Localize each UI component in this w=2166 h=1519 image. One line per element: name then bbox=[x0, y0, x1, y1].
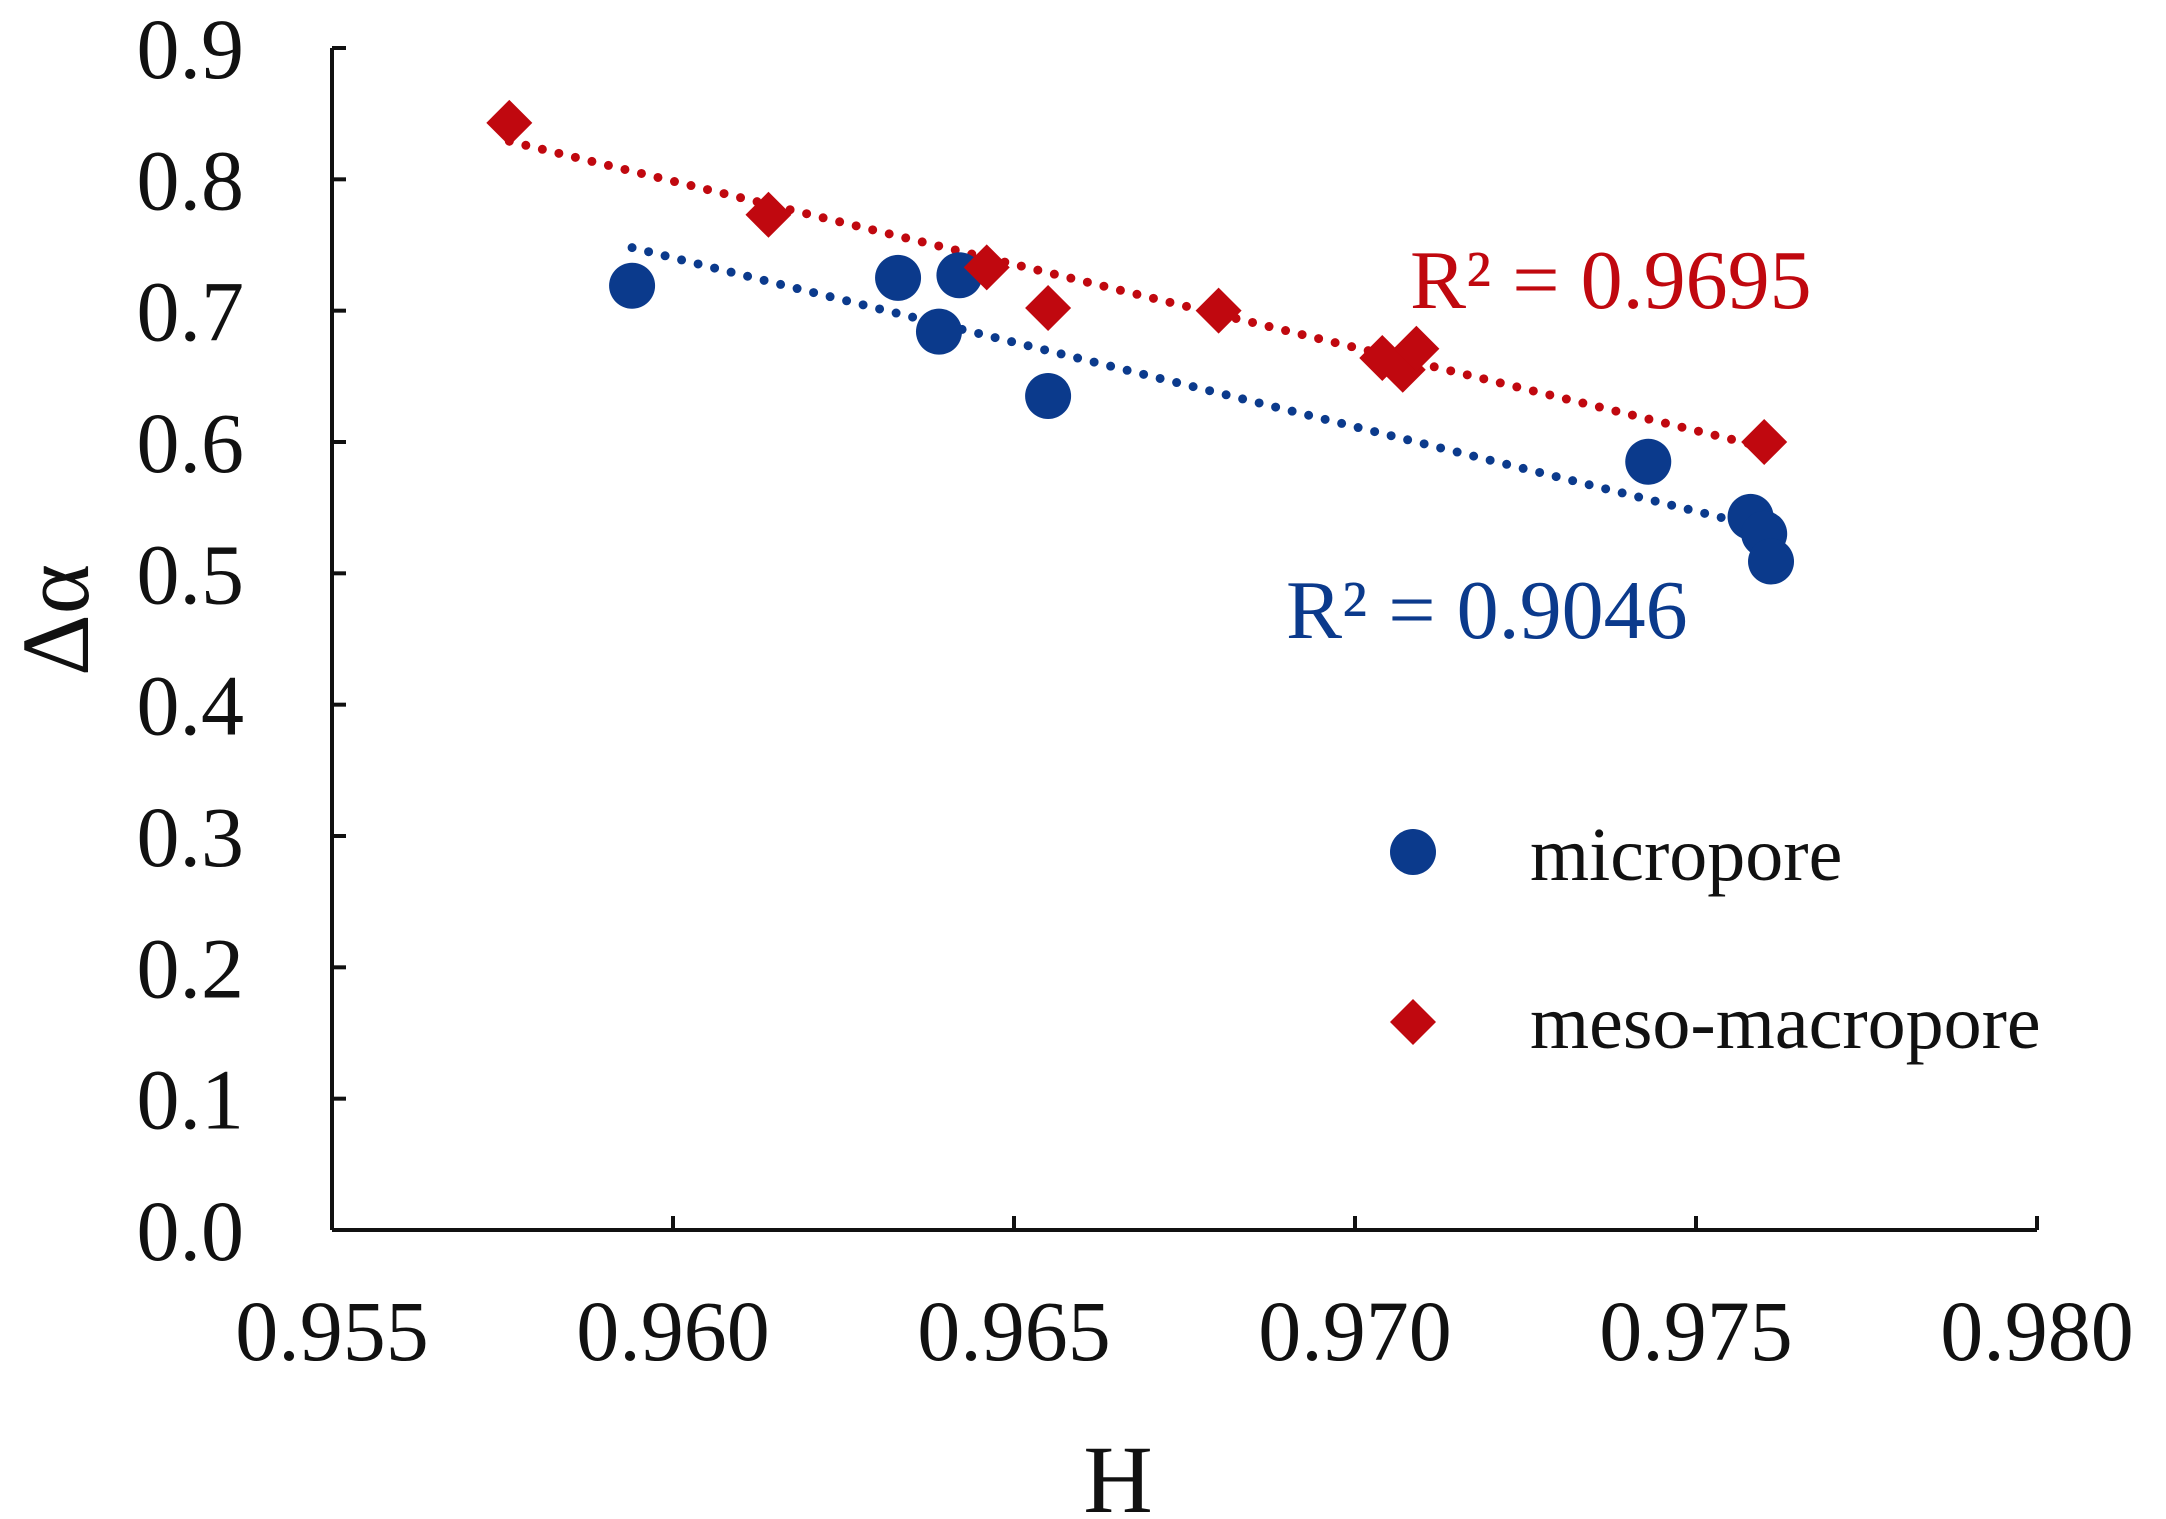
trendline-micropore bbox=[627, 243, 1756, 530]
data-points bbox=[486, 99, 1795, 585]
point-micropore bbox=[1625, 438, 1672, 485]
r2-label-meso-macropore: R² = 0.9695 bbox=[1410, 234, 1812, 327]
trendlines bbox=[504, 136, 1769, 530]
y-tick-label: 0.0 bbox=[137, 1183, 245, 1279]
axes bbox=[330, 48, 2037, 1232]
x-tick-label: 0.955 bbox=[235, 1283, 429, 1379]
y-tick-label: 0.3 bbox=[137, 789, 245, 885]
point-micropore bbox=[1748, 538, 1795, 585]
y-tick-label: 0.6 bbox=[137, 395, 245, 491]
y-tick-label: 0.4 bbox=[137, 658, 245, 754]
x-axis-title: H bbox=[1083, 1426, 1152, 1519]
point-meso-macropore bbox=[1195, 287, 1242, 334]
legend-label-micropore: micropore bbox=[1530, 813, 1842, 897]
y-axis-title: Δα bbox=[2, 564, 109, 676]
legend-label-meso-macropore: meso-macropore bbox=[1530, 981, 2041, 1065]
y-tick-label: 0.2 bbox=[137, 920, 245, 1016]
point-micropore bbox=[609, 262, 656, 309]
point-meso-macropore bbox=[1025, 285, 1072, 332]
point-meso-macropore bbox=[963, 244, 1010, 291]
y-tick-label: 0.8 bbox=[137, 132, 245, 228]
y-tick-label: 0.9 bbox=[137, 1, 245, 97]
legend-marker-micropore bbox=[1390, 829, 1436, 875]
x-tick-label: 0.965 bbox=[917, 1283, 1111, 1379]
legend: micropore meso-macropore bbox=[1390, 813, 2041, 1065]
x-tick-label: 0.975 bbox=[1599, 1283, 1793, 1379]
y-tick-label: 0.7 bbox=[137, 264, 245, 360]
y-axis-ticks: 0.0 0.1 0.2 0.3 0.4 0.5 0.6 0.7 0.8 0.9 bbox=[137, 1, 346, 1279]
y-tick-label: 0.5 bbox=[137, 526, 245, 622]
point-meso-macropore bbox=[1741, 419, 1788, 465]
point-meso-macropore bbox=[486, 99, 533, 146]
x-tick-label: 0.980 bbox=[1940, 1283, 2134, 1379]
point-micropore bbox=[875, 254, 922, 301]
x-tick-label: 0.960 bbox=[576, 1283, 770, 1379]
trendline-meso-macropore bbox=[504, 136, 1769, 452]
point-meso-macropore bbox=[745, 191, 792, 238]
point-micropore bbox=[915, 308, 962, 355]
x-tick-label: 0.970 bbox=[1258, 1283, 1452, 1379]
y-tick-label: 0.1 bbox=[137, 1052, 245, 1148]
x-axis-ticks: 0.955 0.960 0.965 0.970 0.975 0.980 bbox=[235, 1216, 2134, 1379]
point-micropore bbox=[1025, 373, 1072, 420]
point-meso-macropore bbox=[1393, 325, 1440, 372]
legend-marker-meso-macropore bbox=[1390, 999, 1436, 1045]
r2-label-micropore: R² = 0.9046 bbox=[1286, 564, 1688, 657]
